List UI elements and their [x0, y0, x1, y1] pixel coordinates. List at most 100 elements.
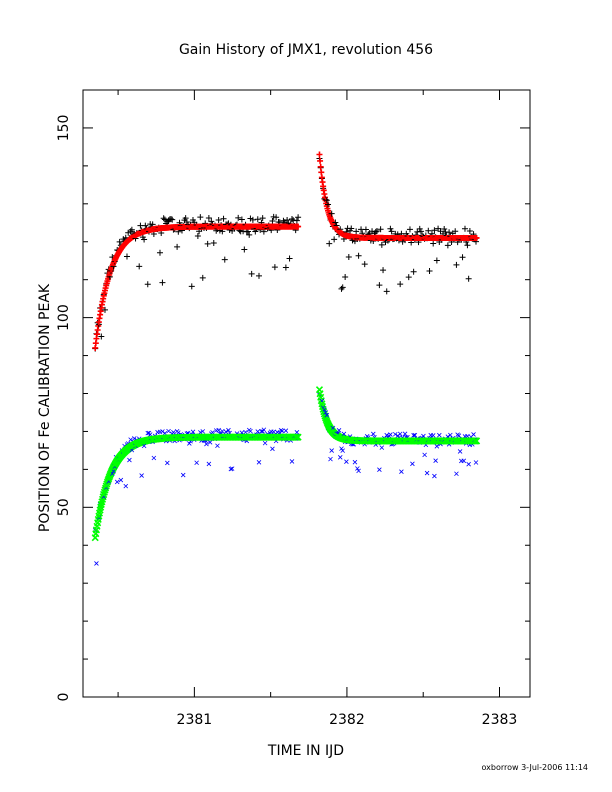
- upper-measurement-point: [220, 215, 227, 222]
- upper-measurement-point: [128, 226, 135, 233]
- upper-measurement-point: [235, 214, 242, 221]
- lower-measurement-point: [399, 469, 404, 474]
- lower-measurement-point: [215, 443, 220, 449]
- upper-measurement-point: [197, 214, 204, 221]
- upper-measurement-point: [444, 242, 451, 249]
- lower-measurement-point: [279, 428, 285, 434]
- upper-measurement-point: [465, 275, 472, 282]
- lower-measurement-point: [139, 473, 144, 478]
- upper-measurement-point: [376, 282, 383, 289]
- x-tick-label: 2382: [329, 712, 365, 728]
- plot-frame: [82, 89, 531, 698]
- x-tick-label: 2383: [482, 712, 518, 728]
- lower-measurement-point: [270, 446, 275, 452]
- upper-measurement-point: [142, 222, 149, 229]
- lower-measurement-point: [336, 428, 342, 433]
- upper-measurement-point: [249, 216, 256, 223]
- lower-measurement-point: [127, 457, 132, 463]
- upper-fit-point: [317, 163, 324, 170]
- upper-measurement-point: [453, 261, 460, 268]
- upper-measurement-point: [325, 201, 332, 208]
- lower-measurement-point: [271, 429, 276, 435]
- lower-measurement-point: [322, 407, 327, 413]
- lower-measurement-point: [176, 430, 181, 435]
- lower-measurement-point: [424, 470, 430, 476]
- upper-measurement-point: [446, 229, 453, 236]
- lower-fit-point: [473, 437, 481, 445]
- upper-measurement-point: [116, 238, 123, 245]
- lower-measurement-point: [190, 429, 196, 435]
- upper-measurement-point: [215, 217, 222, 224]
- upper-measurement-point: [123, 253, 130, 260]
- upper-fit-point: [318, 169, 325, 176]
- upper-measurement-point: [459, 254, 466, 261]
- y-tick-label: 0: [56, 693, 72, 702]
- upper-measurement-point: [160, 215, 167, 222]
- upper-measurement-point: [405, 274, 412, 281]
- lower-measurement-point: [229, 466, 235, 471]
- lower-measurement-point: [207, 440, 213, 445]
- lower-measurement-point: [160, 429, 165, 434]
- upper-measurement-point: [441, 225, 448, 232]
- upper-measurement-point: [331, 236, 338, 243]
- lower-measurement-point: [210, 430, 215, 435]
- lower-measurement-point: [430, 433, 436, 438]
- upper-measurement-point: [156, 249, 163, 256]
- upper-fit-point: [473, 234, 480, 241]
- upper-measurement-point: [255, 272, 262, 279]
- lower-measurement-point: [166, 428, 171, 434]
- lower-measurement-point: [204, 441, 209, 447]
- upper-measurement-point: [355, 252, 362, 259]
- lower-measurement-point: [437, 432, 442, 438]
- data-marks: [91, 151, 481, 566]
- lower-measurement-point: [337, 455, 343, 460]
- upper-measurement-point: [426, 268, 433, 275]
- lower-measurement-point: [194, 460, 199, 466]
- lower-fit-point: [294, 433, 302, 441]
- lower-measurement-point: [220, 428, 225, 434]
- upper-measurement-point: [205, 215, 212, 222]
- upper-measurement-point: [466, 228, 473, 235]
- upper-measurement-point: [328, 210, 335, 217]
- upper-measurement-point: [238, 216, 245, 223]
- upper-measurement-point: [362, 226, 369, 233]
- lower-measurement-point: [96, 515, 102, 520]
- upper-measurement-point: [339, 284, 346, 291]
- lower-measurement-point: [262, 440, 268, 446]
- lower-measurement-point: [356, 468, 361, 474]
- upper-measurement-point: [377, 226, 384, 233]
- upper-measurement-point: [338, 285, 345, 292]
- lower-measurement-point: [339, 446, 344, 451]
- upper-measurement-point: [98, 333, 105, 340]
- upper-measurement-point: [282, 264, 289, 271]
- lower-measurement-point: [324, 412, 330, 418]
- upper-measurement-point: [269, 218, 276, 225]
- upper-measurement-point: [383, 288, 390, 295]
- upper-measurement-point: [199, 274, 206, 281]
- upper-measurement-point: [194, 233, 201, 240]
- lower-measurement-point: [171, 430, 176, 435]
- upper-measurement-point: [293, 217, 300, 224]
- upper-measurement-point: [241, 246, 248, 253]
- upper-measurement-point: [431, 227, 438, 234]
- lower-measurement-point: [456, 433, 462, 438]
- lower-measurement-point: [226, 427, 231, 433]
- lower-measurement-point: [118, 477, 124, 483]
- lower-measurement-point: [397, 431, 403, 437]
- upper-measurement-point: [248, 270, 255, 277]
- lower-measurement-point: [341, 431, 347, 437]
- y-tick-label: 100: [56, 304, 72, 331]
- axes: 2381 2382 2383 0 50 100 150: [56, 90, 530, 728]
- lower-measurement-point: [448, 432, 453, 438]
- lower-measurement-point: [340, 448, 345, 453]
- upper-measurement-point: [353, 228, 360, 235]
- upper-measurement-point: [280, 217, 287, 224]
- upper-measurement-point: [361, 261, 368, 268]
- lower-measurement-point: [473, 460, 479, 465]
- upper-measurement-point: [406, 226, 413, 233]
- y-axis-label: POSITION OF Fe CALIBRATION PEAK: [37, 283, 53, 532]
- lower-measurement-point: [328, 456, 333, 462]
- lower-measurement-point: [187, 441, 192, 446]
- lower-measurement-point: [344, 459, 349, 464]
- lower-measurement-point: [393, 431, 398, 437]
